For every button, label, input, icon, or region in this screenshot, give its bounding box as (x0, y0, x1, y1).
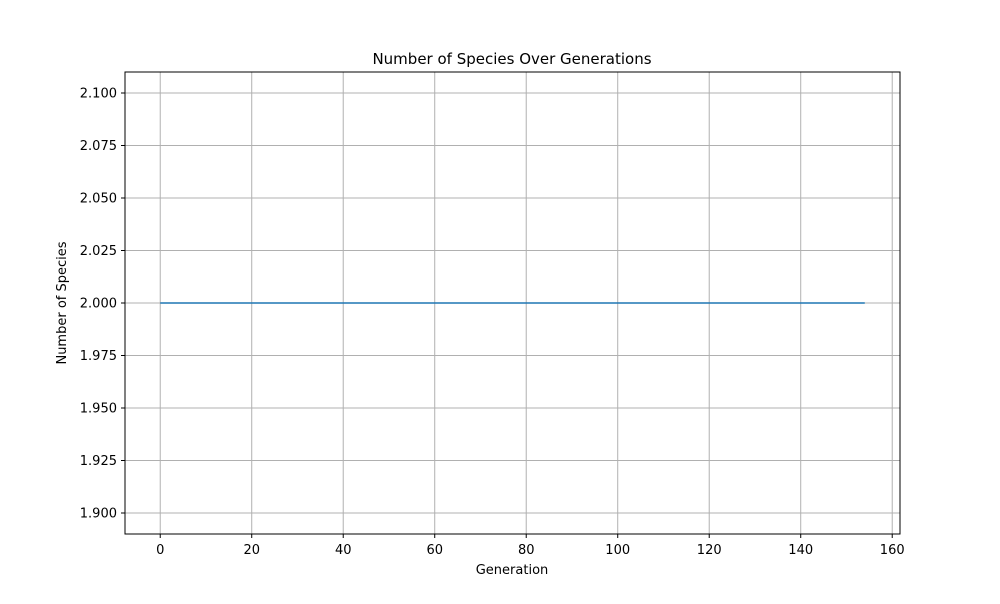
x-axis-ticks: 0 20 40 60 80 100 120 140 160 (156, 534, 905, 558)
x-tick-label: 40 (335, 543, 352, 558)
y-tick-label: 1.950 (80, 402, 117, 417)
y-axis-ticks: 1.900 1.925 1.950 1.975 2.000 2.025 2.050 2.075… (80, 87, 125, 522)
y-tick-label: 2.000 (80, 297, 117, 312)
x-tick-label: 160 (880, 543, 905, 558)
y-tick-label: 1.925 (80, 454, 117, 469)
x-tick-label: 140 (788, 543, 813, 558)
x-tick-label: 100 (605, 543, 630, 558)
x-tick-label: 80 (518, 543, 535, 558)
y-tick-label: 2.075 (80, 139, 117, 154)
y-tick-label: 2.025 (80, 244, 117, 259)
y-tick-label: 1.900 (80, 507, 117, 522)
x-tick-label: 0 (156, 543, 164, 558)
x-tick-label: 20 (243, 543, 260, 558)
chart-title: Number of Species Over Generations (372, 50, 651, 68)
y-tick-label: 2.050 (80, 192, 117, 207)
x-tick-label: 120 (697, 543, 722, 558)
y-axis-label: Number of Species (55, 241, 70, 364)
y-tick-label: 2.100 (80, 87, 117, 102)
y-tick-label: 1.975 (80, 349, 117, 364)
x-axis-label: Generation (476, 563, 549, 578)
x-tick-label: 60 (426, 543, 443, 558)
